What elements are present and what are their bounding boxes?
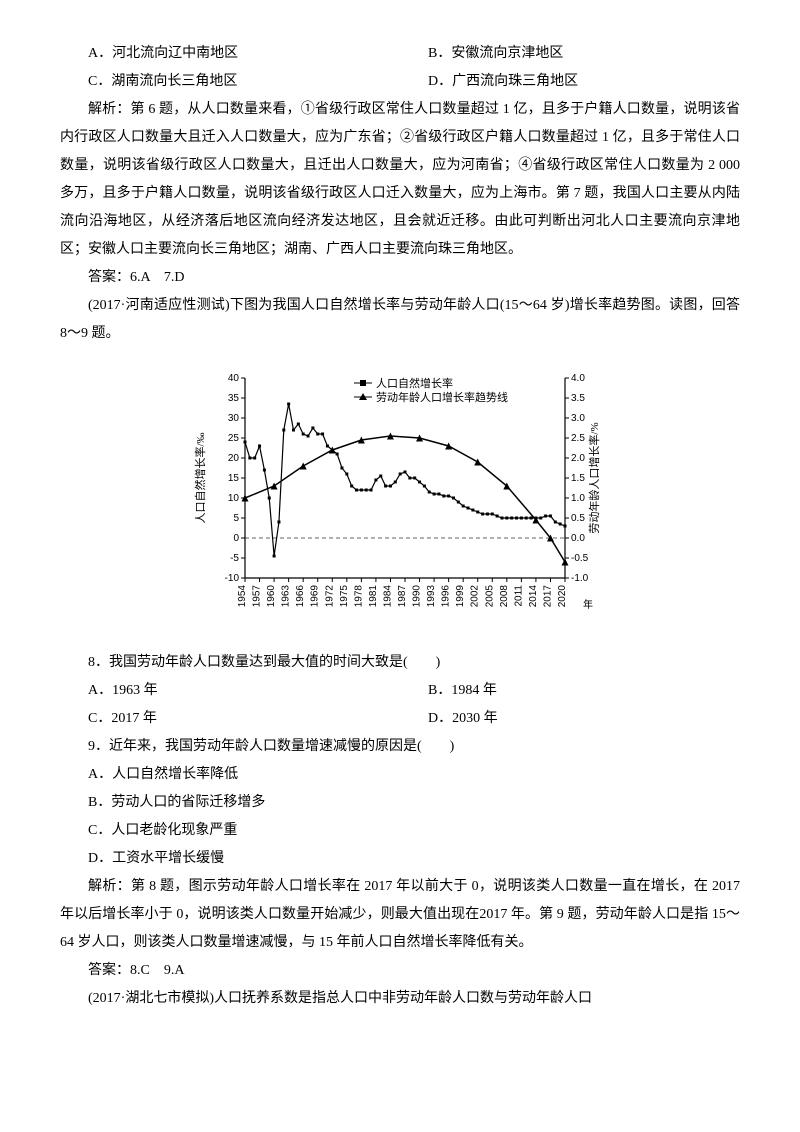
opt-8c: C．2017 年 xyxy=(60,705,400,733)
opt-9d: D．工资水平增长缓慢 xyxy=(60,845,740,873)
svg-text:15: 15 xyxy=(228,473,240,484)
svg-text:人口自然增长率/‰: 人口自然增长率/‰ xyxy=(193,432,207,523)
opt-8b: B．1984 年 xyxy=(400,677,740,705)
answer-8-9: 答案：8.C 9.A xyxy=(60,957,740,985)
svg-text:人口自然增长率: 人口自然增长率 xyxy=(376,376,453,390)
svg-text:-5: -5 xyxy=(230,553,239,564)
svg-text:2014: 2014 xyxy=(528,585,539,608)
svg-text:2005: 2005 xyxy=(484,585,495,608)
svg-text:3.0: 3.0 xyxy=(571,413,585,424)
svg-text:1999: 1999 xyxy=(455,585,466,608)
svg-text:1981: 1981 xyxy=(368,585,379,608)
svg-text:-1.0: -1.0 xyxy=(571,573,589,584)
opt-8a: A．1963 年 xyxy=(60,677,400,705)
svg-text:1954: 1954 xyxy=(237,585,248,608)
svg-text:年: 年 xyxy=(583,598,593,611)
svg-text:劳动年龄人口增长率趋势线: 劳动年龄人口增长率趋势线 xyxy=(376,390,508,404)
chart-figure: -10 -5 0 5 10 15 20 25 30 35 40 -1.0 -0.5 0.0 0.5 1.0 1.… xyxy=(60,358,740,639)
answer-6-7: 答案：6.A 7.D xyxy=(60,264,740,292)
analysis-6-7: 解析：第 6 题，从人口数量来看，①省级行政区常住人口数量超过 1 亿，且多于户… xyxy=(60,96,740,264)
opt-6b: B．安徽流向京津地区 xyxy=(400,40,740,68)
svg-text:1966: 1966 xyxy=(295,585,306,608)
svg-text:20: 20 xyxy=(228,453,240,464)
analysis-8-9: 解析：第 8 题，图示劳动年龄人口增长率在 2017 年以前大于 0，说明该类人… xyxy=(60,873,740,957)
svg-text:1978: 1978 xyxy=(353,585,364,608)
svg-text:2.5: 2.5 xyxy=(571,433,585,444)
svg-text:25: 25 xyxy=(228,433,240,444)
svg-text:1969: 1969 xyxy=(310,585,321,608)
svg-text:1957: 1957 xyxy=(252,585,263,608)
svg-text:2017: 2017 xyxy=(542,585,553,608)
opt-6a: A．河北流向辽中南地区 xyxy=(60,40,400,68)
svg-text:5: 5 xyxy=(233,513,239,524)
svg-text:0.0: 0.0 xyxy=(571,533,585,544)
chart-svg: -10 -5 0 5 10 15 20 25 30 35 40 -1.0 -0.5 0.0 0.5 1.0 1.… xyxy=(190,358,610,628)
svg-text:30: 30 xyxy=(228,413,240,424)
svg-text:2011: 2011 xyxy=(513,585,524,607)
svg-text:劳动年龄人口增长率/%: 劳动年龄人口增长率/% xyxy=(587,422,601,533)
q8-text: 8．我国劳动年龄人口数量达到最大值的时间大致是( ) xyxy=(60,649,740,677)
opt-9a: A．人口自然增长率降低 xyxy=(60,761,740,789)
svg-text:40: 40 xyxy=(228,373,240,384)
svg-text:1963: 1963 xyxy=(281,585,292,608)
svg-text:1984: 1984 xyxy=(382,585,393,608)
opt-9b: B．劳动人口的省际迁移增多 xyxy=(60,789,740,817)
svg-text:0.5: 0.5 xyxy=(571,513,585,524)
svg-text:10: 10 xyxy=(228,493,240,504)
svg-text:4.0: 4.0 xyxy=(571,373,585,384)
svg-text:1975: 1975 xyxy=(339,585,350,608)
svg-text:2020: 2020 xyxy=(557,585,568,608)
svg-text:0: 0 xyxy=(233,533,239,544)
opt-6c: C．湖南流向长三角地区 xyxy=(60,68,400,96)
opt-8d: D．2030 年 xyxy=(400,705,740,733)
prompt-8-9: (2017·河南适应性测试)下图为我国人口自然增长率与劳动年龄人口(15～64 … xyxy=(60,292,740,348)
opt-6d: D．广西流向珠三角地区 xyxy=(400,68,740,96)
q9-text: 9．近年来，我国劳动年龄人口数量增速减慢的原因是( ) xyxy=(60,733,740,761)
svg-text:1972: 1972 xyxy=(324,585,335,608)
svg-text:3.5: 3.5 xyxy=(571,393,585,404)
svg-text:1.5: 1.5 xyxy=(571,473,585,484)
svg-text:1993: 1993 xyxy=(426,585,437,608)
svg-text:2002: 2002 xyxy=(470,585,481,608)
svg-text:2.0: 2.0 xyxy=(571,453,585,464)
svg-text:35: 35 xyxy=(228,393,240,404)
svg-text:1996: 1996 xyxy=(441,585,452,608)
svg-text:2008: 2008 xyxy=(499,585,510,608)
svg-text:1990: 1990 xyxy=(412,585,423,608)
svg-text:1.0: 1.0 xyxy=(571,493,585,504)
opt-9c: C．人口老龄化现象严重 xyxy=(60,817,740,845)
svg-text:-10: -10 xyxy=(225,573,240,584)
svg-text:1960: 1960 xyxy=(266,585,277,608)
svg-text:-0.5: -0.5 xyxy=(571,553,589,564)
svg-text:1987: 1987 xyxy=(397,585,408,608)
prompt-10: (2017·湖北七市模拟)人口抚养系数是指总人口中非劳动年龄人口数与劳动年龄人口 xyxy=(60,985,740,1013)
